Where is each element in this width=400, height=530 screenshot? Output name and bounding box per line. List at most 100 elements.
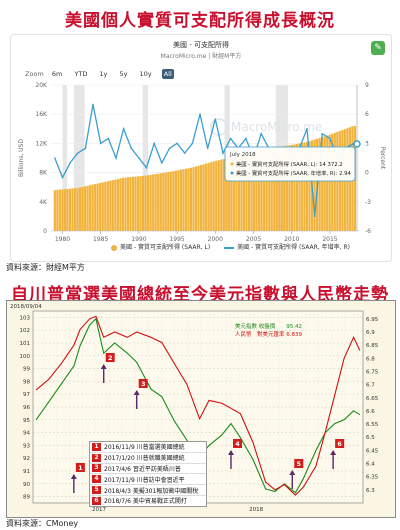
income-bar — [94, 184, 97, 231]
event-marker-label: 6 — [337, 440, 342, 448]
tooltip-line-2: 美國 - 實質可支配所得 (SAAR, 年增率, R): 2.94 — [236, 169, 352, 177]
income-bar — [240, 154, 243, 231]
zoom-ytd-button[interactable]: YTD — [74, 70, 88, 78]
x-tick-label: 2018 — [249, 507, 263, 513]
event-list: 1 2016/11/9 川普當選美國總統 2 2017/1/20 川普就職美國總統 … — [89, 441, 207, 507]
income-chart-panel: 0 4K 8K 12K 16K 20K -6 -3 0 3 6 9 Billions, USD Perce… — [10, 34, 392, 262]
x-tick-label: 2005 — [246, 236, 261, 243]
income-bar — [247, 152, 251, 231]
growth-point — [206, 147, 209, 150]
y2-axis-label: Percent — [379, 147, 386, 170]
income-bar — [53, 190, 56, 231]
income-bar — [81, 186, 84, 231]
edit-icon[interactable]: ✎ — [371, 41, 385, 55]
income-bar — [273, 147, 276, 231]
income-bar — [207, 162, 210, 231]
income-bar — [121, 177, 125, 231]
event-number: 3 — [92, 464, 101, 473]
growth-point — [54, 157, 56, 159]
income-bar — [58, 189, 61, 231]
tooltip-line-1: 美國 - 實質可支配所得 (SAAR, L): 14 372.2 — [236, 160, 343, 168]
watermark-text: MacroMicro.me — [231, 120, 322, 134]
event-item: 4 2017/11/9 川普訪中會習近平 — [90, 474, 206, 486]
income-bar — [318, 137, 321, 231]
event-item: 1 2016/11/9 川普當選美國總統 — [90, 442, 206, 453]
income-bar — [96, 183, 99, 231]
zoom-all-button[interactable]: All — [161, 69, 174, 79]
x-tick-label: 2010 — [284, 236, 299, 243]
income-bar — [192, 167, 195, 231]
income-bar — [179, 169, 183, 231]
legend-series-2[interactable]: 美國 - 實質可支配所得 (SAAR, 年增率, R) — [237, 244, 350, 251]
income-bar — [263, 148, 266, 231]
event-text: 2017/4/6 習近平訪美晤川普 — [104, 465, 181, 473]
y2-tick-label: 3 — [365, 140, 369, 147]
growth-point — [76, 152, 79, 154]
income-bar — [308, 141, 311, 231]
income-bar — [280, 146, 283, 231]
event-marker-label: 2 — [108, 354, 113, 362]
income-bar — [250, 151, 253, 231]
recession-band — [142, 85, 149, 231]
growth-point — [84, 147, 87, 150]
growth-point — [306, 128, 308, 130]
income-bar — [268, 148, 271, 231]
y-tick-label: 0 — [43, 228, 47, 235]
zoom-5y-button[interactable]: 5y — [119, 70, 128, 78]
income-bar — [68, 188, 72, 231]
zoom-1y-button[interactable]: 1y — [99, 70, 108, 78]
income-bar — [63, 189, 67, 231]
event-item: 6 2018/7/6 美中貿易戰正式開打 — [90, 496, 206, 506]
income-bar — [159, 173, 162, 231]
growth-point — [107, 137, 110, 140]
y-tick-label: 99 — [23, 367, 30, 373]
income-bar — [101, 182, 104, 231]
growth-point — [222, 152, 224, 154]
growth-point — [61, 176, 64, 179]
income-bar — [177, 170, 180, 231]
income-bar — [182, 169, 185, 231]
y-tick-label: 94 — [23, 431, 30, 437]
income-bar — [252, 151, 256, 231]
cny-line — [35, 315, 361, 496]
income-bar — [66, 188, 69, 231]
growth-point — [145, 166, 148, 169]
growth-point — [153, 142, 155, 145]
zoom-label: Zoom — [25, 70, 44, 78]
x-tick-label: 2017 — [92, 507, 106, 513]
event-marker — [335, 439, 345, 448]
y-tick-label: 91 — [23, 469, 30, 475]
legend-series-1[interactable]: 美國 - 實質可支配所得 (SAAR, L) — [120, 244, 211, 251]
tooltip-box — [224, 146, 356, 182]
event-number: 1 — [92, 442, 101, 451]
income-bar — [86, 185, 89, 231]
income-bar — [144, 175, 147, 231]
event-marker — [294, 459, 304, 468]
income-bar — [167, 172, 170, 231]
income-bar — [298, 143, 301, 231]
income-bar — [323, 136, 326, 231]
income-bar — [141, 175, 145, 231]
income-bar — [230, 157, 233, 231]
income-bar — [111, 180, 114, 231]
y-tick-label: 101 — [20, 341, 31, 347]
growth-point — [176, 142, 178, 145]
income-bar — [333, 132, 336, 231]
income-bar — [184, 168, 188, 231]
event-marker — [138, 379, 148, 388]
y-tick-label: 102 — [20, 328, 31, 334]
y-tick-label: 16K — [35, 111, 48, 118]
x-tick-label: 1990 — [131, 236, 146, 243]
zoom-10y-button[interactable]: 10y — [139, 70, 152, 78]
zoom-6m-button[interactable]: 6m — [51, 70, 63, 78]
y-tick-label: 103 — [20, 315, 31, 321]
income-bar — [136, 176, 140, 231]
page-title-top: 美國個人實質可支配所得成長概況 — [65, 11, 335, 31]
income-bar — [164, 172, 167, 231]
event-item: 2 2017/1/20 川普就職美國總統 — [90, 453, 206, 464]
income-bar — [220, 159, 223, 231]
income-bar — [215, 160, 218, 231]
event-text: 2017/11/9 川普訪中會習近平 — [104, 476, 185, 484]
income-bar — [313, 139, 316, 231]
income-bar — [91, 184, 94, 231]
